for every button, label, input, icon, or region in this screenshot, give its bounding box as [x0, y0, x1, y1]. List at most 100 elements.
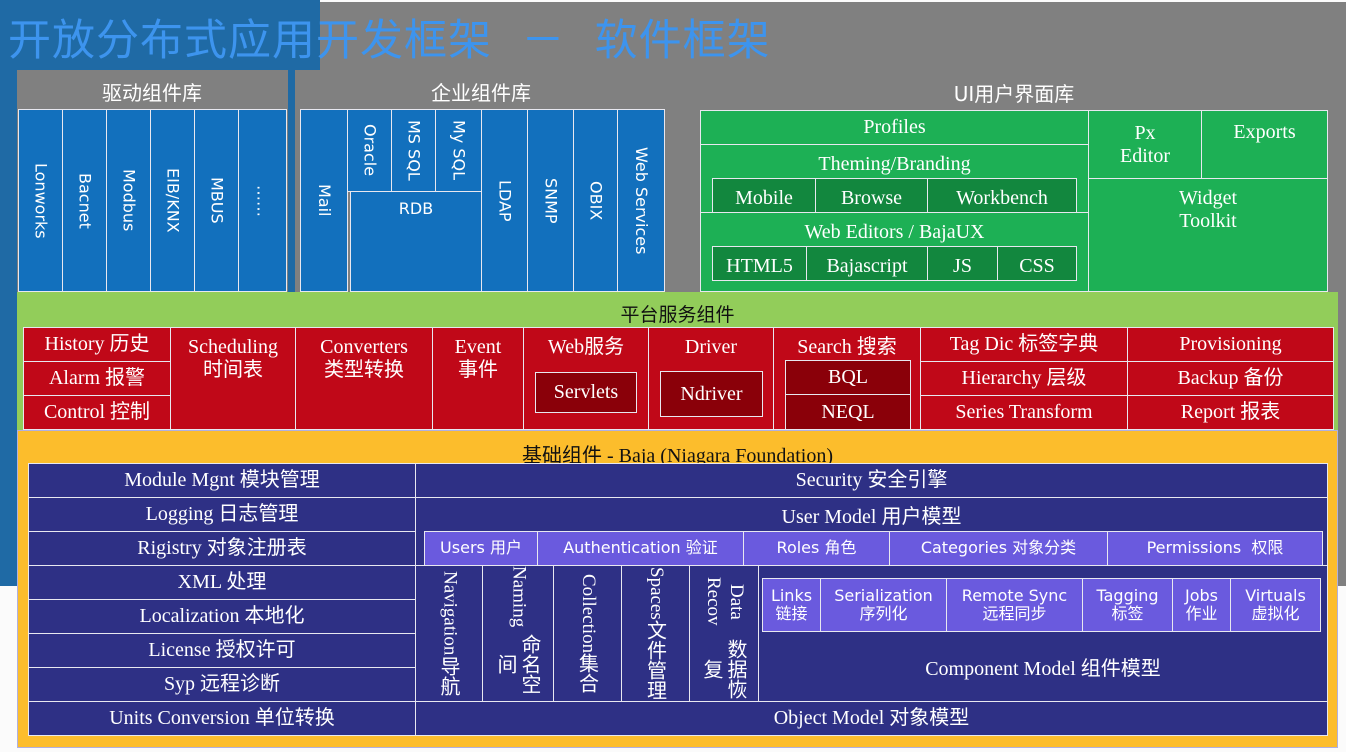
data-recovery-en: Data Recov	[703, 577, 747, 626]
ui-js: JS	[927, 246, 998, 281]
driver-eib-knx: EIB/KNX	[150, 109, 195, 292]
driver-bacnet: Bacnet	[62, 109, 107, 292]
foundation-navigation: Navigation 导航	[415, 565, 483, 702]
naming-zh: 命名空间	[494, 634, 542, 695]
ui-exports: Exports	[1201, 110, 1328, 179]
foundation-localization: Localization 本地化	[28, 599, 416, 634]
user-model-permissions: Permissions 权限	[1107, 531, 1323, 566]
enterprise-obix: OBIX	[573, 109, 618, 292]
svc-converters: Converters 类型转换	[295, 327, 433, 430]
links-en: Links	[770, 585, 813, 605]
svc-bql: BQL	[785, 360, 911, 395]
svc-event-zh: 事件	[458, 359, 498, 381]
divider-strip	[288, 70, 295, 292]
jobs-en: Jobs	[1185, 585, 1218, 605]
foundation-label: 基础组件 - Baja (Niagara Foundation)	[521, 445, 834, 467]
svc-neql: NEQL	[785, 394, 911, 430]
user-model-authentication: Authentication 验证	[537, 531, 744, 566]
enterprise-snmp: SNMP	[527, 109, 574, 292]
ui-widget-toolkit: Widget Toolkit	[1088, 178, 1328, 292]
virtuals-zh: 虚拟化	[1251, 604, 1300, 623]
page-title: 开放分布式应用开发框架 － 软件框架	[8, 16, 771, 66]
platform-label: 平台服务组件	[620, 304, 735, 326]
svc-scheduling-zh: 时间表	[203, 359, 263, 381]
foundation-logging: Logging 日志管理	[28, 497, 416, 532]
ui-lib-label: UI用户界面库	[953, 82, 1075, 106]
navigation-zh: 导航	[437, 655, 461, 696]
serialization-en: Serialization	[834, 585, 933, 605]
spaces-zh: 文件管理	[643, 619, 668, 700]
component-model-label: Component Model 组件模型	[925, 658, 1161, 680]
title-band	[0, 0, 320, 70]
svc-report: Report 报表	[1127, 395, 1334, 430]
svc-scheduling: Scheduling 时间表	[170, 327, 296, 430]
tagging-zh: 标签	[1111, 604, 1144, 623]
naming-en: Naming	[508, 566, 530, 628]
jobs-zh: 作业	[1185, 604, 1218, 623]
links-zh: 链接	[775, 604, 808, 623]
ui-browse: Browse	[815, 178, 928, 213]
driver-mbus: MBUS	[194, 109, 239, 292]
driver-lib-label: 驱动组件库	[102, 81, 202, 105]
enterprise-mssql: MS SQL	[391, 109, 436, 192]
tagging-en: Tagging	[1096, 585, 1159, 605]
ui-theming-label: Theming/Branding	[818, 153, 971, 175]
svc-alarm: Alarm 报警	[23, 361, 171, 396]
svc-event: Event 事件	[432, 327, 524, 430]
ui-css: CSS	[997, 246, 1077, 281]
component-remote-sync: Remote Sync 远程同步	[946, 578, 1083, 632]
foundation-collection: Collection 集合	[553, 565, 622, 702]
driver-more: ……	[238, 109, 287, 292]
enterprise-ldap: LDAP	[481, 109, 528, 292]
enterprise-web-services: Web Services	[617, 109, 665, 292]
navigation-en: Navigation	[439, 571, 461, 656]
ui-html5: HTML5	[712, 246, 807, 281]
data-recovery-zh: 数据恢复	[700, 639, 748, 700]
ui-profiles: Profiles	[700, 110, 1089, 145]
serialization-zh: 序列化	[859, 604, 908, 623]
svc-converters-en: Converters	[320, 336, 408, 358]
user-model-users: Users 用户	[424, 531, 538, 566]
foundation-xml: XML 处理	[28, 565, 416, 600]
foundation-syp: Syp 远程诊断	[28, 667, 416, 702]
ui-mobile: Mobile	[712, 178, 816, 213]
foundation-naming: Naming 命名空间	[482, 565, 554, 702]
component-serialization: Serialization 序列化	[820, 578, 947, 632]
left-blue-strip	[0, 0, 17, 586]
component-links: Links 链接	[762, 578, 821, 632]
foundation-security: Security 安全引擎	[415, 463, 1328, 498]
svc-web-label: Web服务	[547, 336, 625, 358]
svc-servlets: Servlets	[535, 372, 637, 413]
svc-driver-label: Driver	[684, 336, 738, 358]
svc-series-transform: Series Transform	[920, 395, 1128, 430]
component-virtuals: Virtuals 虚拟化	[1230, 578, 1321, 632]
svc-converters-zh: 类型转换	[324, 359, 404, 381]
ui-workbench: Workbench	[927, 178, 1077, 213]
svc-hierarchy: Hierarchy 层级	[920, 361, 1128, 396]
svc-tagdic: Tag Dic 标签字典	[920, 327, 1128, 362]
component-tagging: Tagging 标签	[1082, 578, 1173, 632]
user-model-roles: Roles 角色	[743, 531, 890, 566]
collection-zh: 集合	[575, 653, 600, 694]
foundation-module-mgnt: Module Mgnt 模块管理	[28, 463, 416, 498]
foundation-license: License 授权许可	[28, 633, 416, 668]
spaces-en: Spaces	[645, 567, 667, 620]
driver-modbus: Modbus	[106, 109, 151, 292]
remote-sync-zh: 远程同步	[982, 604, 1047, 623]
enterprise-lib-label: 企业组件库	[431, 81, 531, 105]
remote-sync-en: Remote Sync	[961, 585, 1068, 605]
user-model-categories: Categories 对象分类	[889, 531, 1108, 566]
foundation-spaces: Spaces 文件管理	[621, 565, 690, 702]
foundation-object-model: Object Model 对象模型	[415, 701, 1328, 736]
driver-lonworks: Lonworks	[18, 109, 63, 292]
foundation-units-conversion: Units Conversion 单位转换	[28, 701, 416, 736]
ui-bajascript: Bajascript	[806, 246, 928, 281]
component-jobs: Jobs 作业	[1172, 578, 1231, 632]
svc-control: Control 控制	[23, 395, 171, 430]
ui-web-editors-label: Web Editors / BajaUX	[804, 221, 985, 243]
svc-search-label: Search 搜索	[797, 336, 897, 358]
svc-backup: Backup 备份	[1127, 361, 1334, 396]
svc-scheduling-en: Scheduling	[188, 336, 278, 358]
enterprise-rdb: RDB	[350, 191, 482, 292]
svc-ndriver: Ndriver	[660, 371, 763, 417]
